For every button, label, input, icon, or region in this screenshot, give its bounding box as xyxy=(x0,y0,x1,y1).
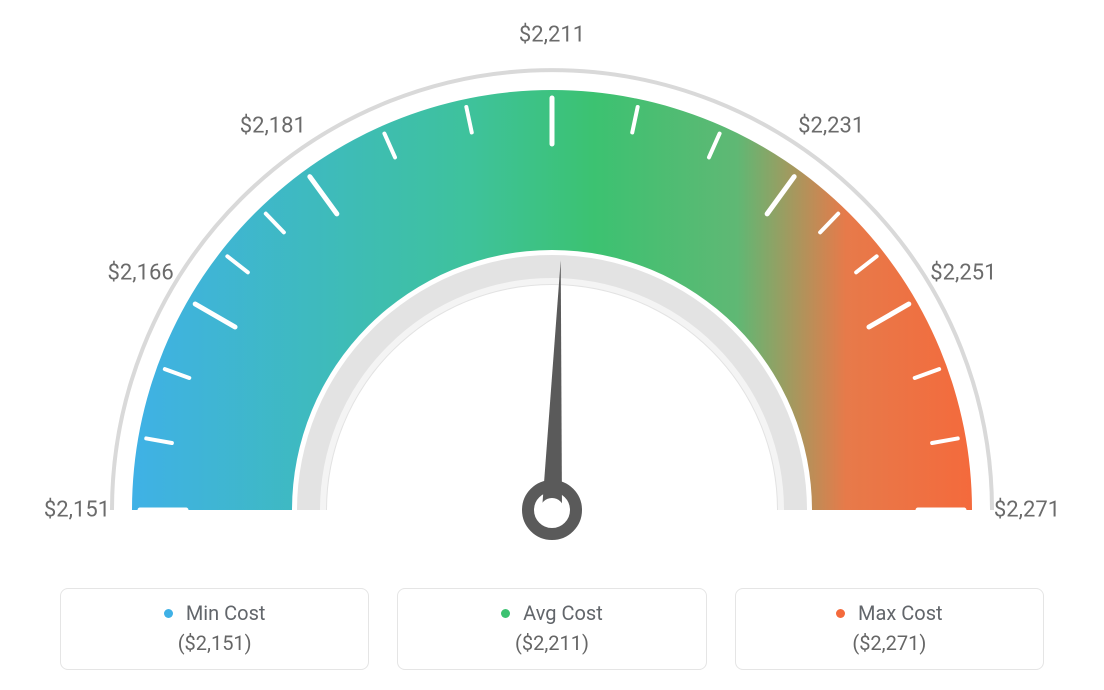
dot-icon xyxy=(501,609,510,618)
legend-title-text: Avg Cost xyxy=(523,601,603,625)
legend-row: Min Cost ($2,151) Avg Cost ($2,211) Max … xyxy=(0,588,1104,670)
legend-title-avg: Avg Cost xyxy=(408,601,695,625)
gauge-area: $2,151 $2,166 $2,181 $2,211 $2,231 $2,251 $2,2… xyxy=(0,0,1104,540)
gauge-tick-label: $2,151 xyxy=(44,498,110,523)
legend-title-text: Min Cost xyxy=(186,601,266,625)
gauge-tick-label: $2,271 xyxy=(994,498,1060,523)
legend-value-max: ($2,271) xyxy=(746,631,1033,655)
legend-card-max: Max Cost ($2,271) xyxy=(735,588,1044,670)
legend-card-min: Min Cost ($2,151) xyxy=(60,588,369,670)
dot-icon xyxy=(164,609,173,618)
gauge-tick-label: $2,231 xyxy=(798,113,864,138)
gauge-chart-container: $2,151 $2,166 $2,181 $2,211 $2,231 $2,251 $2,2… xyxy=(0,0,1104,690)
gauge-tick-label: $2,181 xyxy=(240,113,306,138)
legend-title-max: Max Cost xyxy=(746,601,1033,625)
dot-icon xyxy=(836,609,845,618)
gauge-tick-label: $2,211 xyxy=(519,23,585,48)
legend-value-min: ($2,151) xyxy=(71,631,358,655)
gauge-tick-label: $2,251 xyxy=(930,260,996,285)
legend-value-avg: ($2,211) xyxy=(408,631,695,655)
gauge-tick-label: $2,166 xyxy=(108,260,174,285)
legend-title-min: Min Cost xyxy=(71,601,358,625)
legend-card-avg: Avg Cost ($2,211) xyxy=(397,588,706,670)
legend-title-text: Max Cost xyxy=(858,601,943,625)
gauge-svg xyxy=(62,30,1042,550)
